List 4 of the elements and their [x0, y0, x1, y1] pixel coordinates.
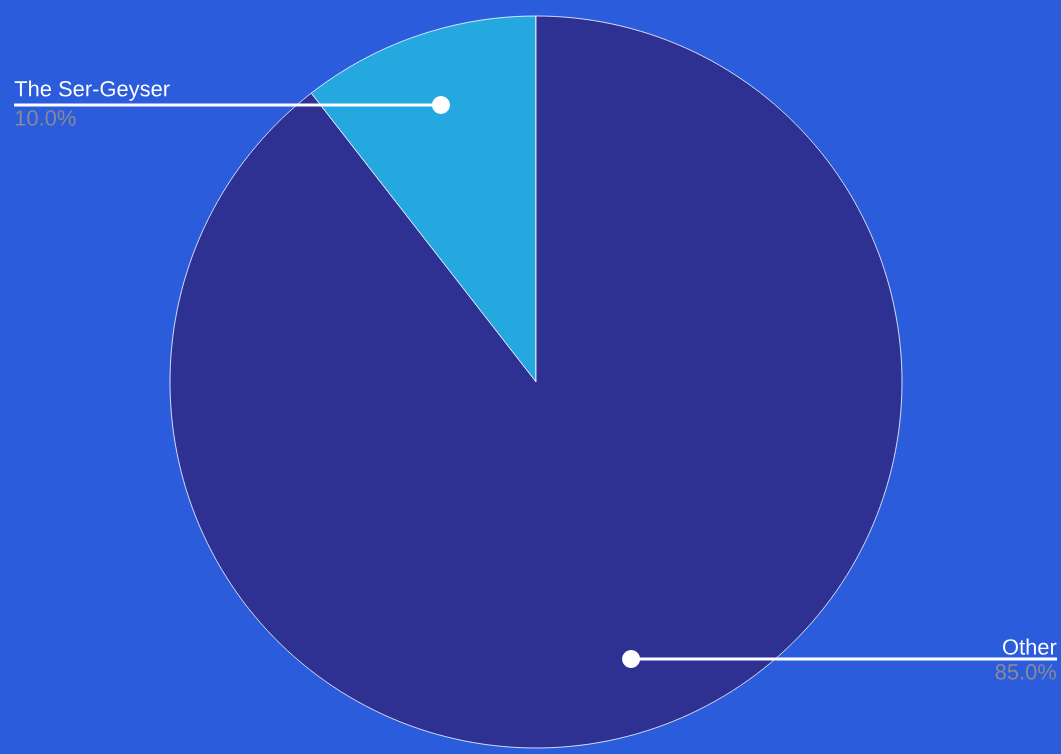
slice-label: Other — [1003, 638, 1057, 655]
data-label: 10.0% — [15, 110, 76, 126]
slice-label: The Ser-Geyser — [14, 80, 170, 101]
data-label: 85.0% — [995, 664, 1057, 680]
